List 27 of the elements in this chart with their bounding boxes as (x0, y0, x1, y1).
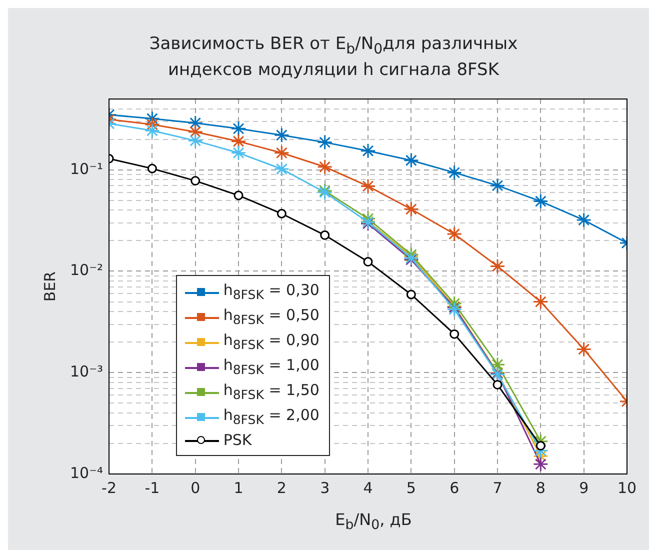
legend-label: h$_{8FSK}$ = 2,00 (223, 405, 320, 430)
x-tick-label: 8 (536, 478, 546, 497)
x-tick-label: 4 (363, 478, 373, 497)
x-tick-label: -1 (144, 478, 160, 497)
legend-label: h$_{8FSK}$ = 0,30 (223, 280, 320, 304)
legend-label: PSK (223, 430, 252, 452)
y-tick-label: 10⁻² (70, 261, 104, 280)
legend-label: h$_{8FSK}$ = 0,90 (223, 330, 320, 354)
x-tick-label: 1 (234, 478, 244, 497)
legend-label: h$_{8FSK}$ = 1,00 (223, 355, 320, 380)
x-tick-label: -2 (102, 478, 116, 497)
x-tick-label: 3 (320, 478, 330, 497)
x-tick-label: 6 (450, 478, 460, 497)
x-tick-label: 5 (406, 478, 416, 497)
x-tick-label: 7 (492, 478, 502, 497)
x-tick-label: 2 (276, 478, 286, 497)
x-axis-title: E$_{b}$/N$_{0}$, дБ (334, 510, 413, 534)
y-tick-label: 10⁻¹ (70, 160, 104, 178)
chart-title: Зависимость BER от E$_{b}$/N$_{0}$для различных индексов модуляции h сигнала 8FSK (148, 33, 519, 82)
y-tick-label: 10⁻³ (70, 362, 104, 381)
x-tick-label: 0 (190, 478, 200, 497)
legend-label: h$_{8FSK}$ = 1,50 (223, 380, 320, 404)
y-axis-title: BER (40, 271, 59, 302)
x-tick-label: 10 (617, 478, 637, 497)
legend-label: h$_{8FSK}$ = 0,50 (223, 305, 320, 330)
y-tick-label: 10⁻⁴ (70, 464, 104, 482)
x-tick-label: 9 (579, 478, 589, 497)
